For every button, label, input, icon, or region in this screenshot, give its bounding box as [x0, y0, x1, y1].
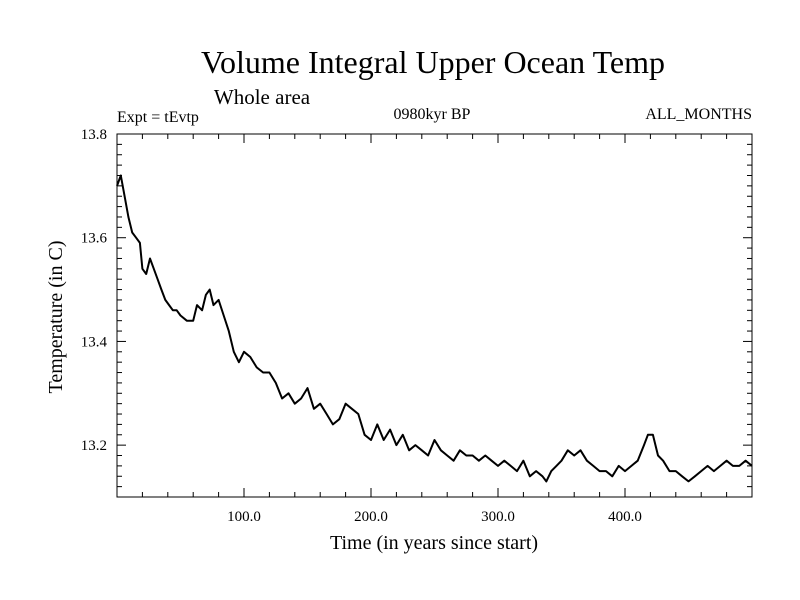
- y-tick-label: 13.2: [81, 438, 107, 454]
- months-label: ALL_MONTHS: [645, 106, 752, 123]
- x-tick-label: 400.0: [608, 509, 642, 525]
- y-tick-label: 13.4: [81, 334, 108, 350]
- x-tick-label: 300.0: [481, 509, 515, 525]
- chart-title: Volume Integral Upper Ocean Temp: [201, 44, 665, 80]
- plot-frame: [116, 133, 753, 498]
- x-axis-label: Time (in years since start): [330, 532, 538, 554]
- x-tick-label: 200.0: [354, 509, 388, 525]
- experiment-label: Expt = tEvtp: [117, 109, 199, 126]
- x-tick-label: 100.0: [227, 509, 261, 525]
- y-axis-label: Temperature (in C): [45, 241, 67, 394]
- y-tick-label: 13.6: [81, 231, 108, 247]
- period-label: 0980kyr BP: [394, 106, 471, 123]
- series-line: [116, 174, 753, 483]
- plot-area: 100.0 200.0 300.0 400.0 13.2 13.4 13.6 13.8: [81, 127, 752, 525]
- y-tick-label: 13.8: [81, 127, 107, 143]
- chart-subtitle: Whole area: [214, 85, 311, 109]
